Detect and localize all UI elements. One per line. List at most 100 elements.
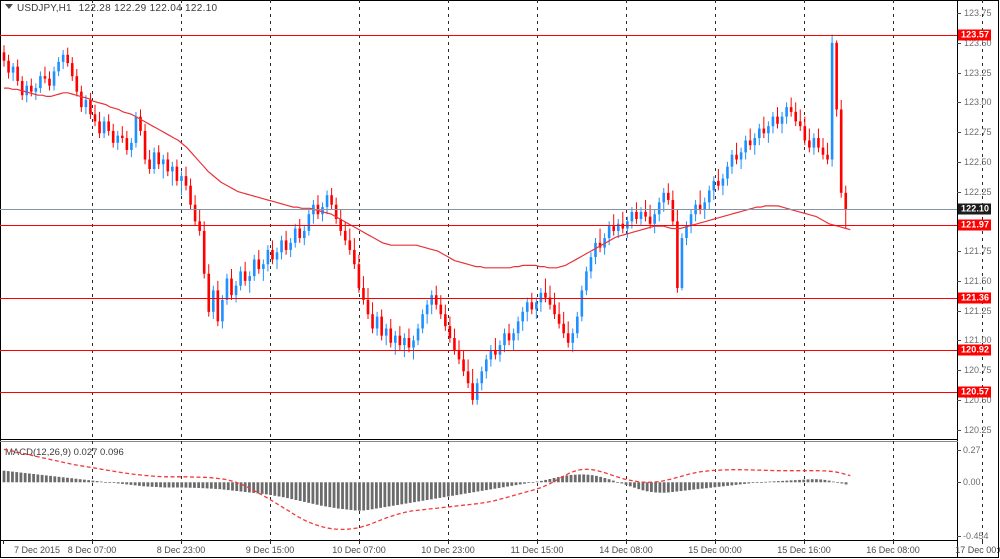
candle-body bbox=[730, 154, 734, 167]
macd-histogram-bar bbox=[831, 481, 835, 483]
candle-body bbox=[348, 240, 352, 250]
candle-body bbox=[225, 278, 229, 300]
macd-histogram-bar bbox=[341, 482, 344, 510]
candle-body bbox=[252, 259, 256, 277]
candle-body bbox=[362, 288, 365, 300]
macd-histogram-bar bbox=[531, 482, 535, 483]
candle-body bbox=[139, 116, 142, 131]
macd-histogram-bar bbox=[662, 482, 666, 493]
candle-body bbox=[717, 180, 720, 186]
price-tick bbox=[957, 399, 961, 401]
macd-histogram-bar bbox=[421, 482, 425, 501]
macd-histogram-bar bbox=[434, 482, 438, 499]
macd-histogram-bar bbox=[366, 482, 370, 510]
price-tick bbox=[957, 13, 961, 15]
chevron-down-icon[interactable] bbox=[5, 4, 13, 9]
macd-histogram-bar bbox=[32, 473, 36, 483]
macd-histogram-bar bbox=[679, 482, 683, 492]
candle-body bbox=[152, 152, 156, 170]
current-price-tag[interactable]: 122.10 bbox=[958, 203, 992, 215]
candle-body bbox=[57, 61, 60, 72]
price-level-tag[interactable]: 121.97 bbox=[958, 219, 992, 231]
candle-body bbox=[107, 121, 110, 131]
candle-body bbox=[507, 333, 511, 341]
macd-histogram-bar bbox=[671, 482, 674, 492]
candle-body bbox=[166, 159, 170, 172]
candle-body bbox=[821, 147, 825, 155]
price-level-line[interactable] bbox=[0, 224, 957, 226]
candle-body bbox=[576, 316, 579, 334]
macd-histogram-bar bbox=[455, 482, 459, 496]
candle-body bbox=[585, 271, 588, 291]
pane-separator-bottom bbox=[0, 441, 958, 442]
price-level-tag[interactable]: 121.36 bbox=[958, 292, 992, 304]
macd-histogram-bar bbox=[561, 476, 564, 483]
price-level-line[interactable] bbox=[0, 34, 957, 36]
macd-histogram-bar bbox=[620, 482, 624, 484]
candle-body bbox=[234, 285, 238, 296]
macd-histogram-bar bbox=[201, 482, 205, 489]
price-level-tag[interactable]: 123.57 bbox=[958, 29, 992, 41]
candle-body bbox=[525, 302, 529, 312]
candle-body bbox=[98, 121, 101, 134]
price-level-line[interactable] bbox=[0, 209, 957, 211]
candle-body bbox=[835, 42, 838, 110]
time-tick bbox=[982, 540, 983, 544]
candle-body bbox=[817, 138, 820, 148]
macd-histogram-bar bbox=[675, 482, 679, 492]
macd-histogram-bar bbox=[497, 482, 501, 488]
candle-body bbox=[830, 42, 834, 160]
candle-body bbox=[703, 202, 706, 210]
candle-body bbox=[75, 76, 79, 92]
price-tick-label: 121.75 bbox=[964, 246, 992, 257]
macd-histogram-bar bbox=[743, 482, 746, 484]
macd-histogram-bar bbox=[607, 479, 611, 483]
macd-histogram-bar bbox=[345, 482, 349, 510]
macd-histogram-bar bbox=[683, 482, 687, 491]
candle-body bbox=[789, 107, 793, 112]
price-scale[interactable] bbox=[957, 0, 999, 558]
time-tick bbox=[715, 540, 716, 544]
price-tick bbox=[957, 102, 961, 104]
macd-histogram-bar bbox=[565, 475, 569, 483]
macd-histogram-bar bbox=[303, 482, 306, 502]
macd-histogram-bar bbox=[2, 470, 6, 483]
price-level-line[interactable] bbox=[0, 391, 957, 393]
macd-histogram-bar bbox=[19, 472, 23, 483]
price-level-line[interactable] bbox=[0, 297, 957, 299]
price-level-tag[interactable]: 120.92 bbox=[958, 344, 992, 356]
candle-body bbox=[216, 290, 220, 322]
candle-body bbox=[462, 359, 465, 372]
candle-body bbox=[653, 214, 656, 224]
candle-body bbox=[803, 126, 807, 141]
macd-histogram-bar bbox=[764, 481, 768, 483]
candle-body bbox=[635, 211, 638, 219]
price-level-tag[interactable]: 120.57 bbox=[958, 386, 992, 398]
macd-histogram-bar bbox=[823, 479, 827, 483]
macd-histogram-bar bbox=[231, 482, 234, 491]
candle-body bbox=[212, 290, 215, 312]
candle-body bbox=[180, 176, 183, 181]
macd-histogram-bar bbox=[645, 482, 649, 492]
price-level-line[interactable] bbox=[0, 349, 957, 351]
macd-histogram-bar bbox=[747, 482, 751, 484]
candle-body bbox=[521, 311, 524, 322]
candle-body bbox=[616, 223, 620, 231]
candle-body bbox=[266, 249, 270, 265]
macd-histogram-bar bbox=[53, 476, 57, 483]
candle-body bbox=[357, 264, 361, 289]
time-scale[interactable] bbox=[0, 540, 958, 558]
macd-histogram-bar bbox=[628, 482, 632, 487]
macd-histogram-bar bbox=[734, 482, 738, 485]
candle-body bbox=[644, 211, 647, 217]
candle-body bbox=[812, 138, 816, 148]
candle-body bbox=[221, 299, 224, 322]
macd-histogram-bar bbox=[264, 482, 268, 495]
macd-tick bbox=[957, 450, 961, 452]
price-plot bbox=[2, 34, 851, 405]
candle-body bbox=[448, 326, 452, 339]
time-tick bbox=[893, 540, 894, 544]
price-tick-label: 122.50 bbox=[964, 156, 992, 167]
macd-histogram-bar bbox=[768, 481, 772, 483]
macd-histogram-bar bbox=[125, 482, 129, 485]
